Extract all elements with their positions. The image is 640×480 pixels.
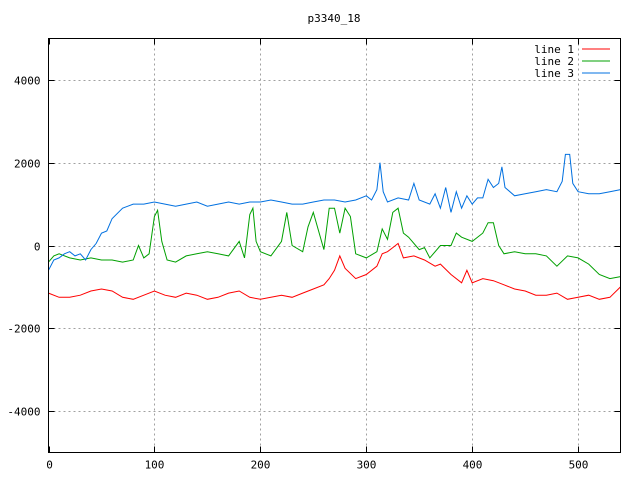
axis-ticks: 0 100 200 300 400 500 -4000 -2000 0 2000 4000 bbox=[7, 38, 621, 472]
series-line-2 bbox=[48, 206, 621, 280]
y-tick-label: 2000 bbox=[14, 158, 41, 171]
y-tick-label: -2000 bbox=[7, 323, 40, 336]
x-tick-label: 300 bbox=[357, 459, 377, 472]
series-group bbox=[48, 153, 621, 300]
x-tick-label: 0 bbox=[46, 459, 53, 472]
legend-label: line 2 bbox=[534, 55, 574, 68]
legend-label: line 3 bbox=[534, 67, 574, 80]
x-tick-label: 200 bbox=[251, 459, 271, 472]
series-line-3 bbox=[48, 153, 621, 271]
grid bbox=[48, 38, 621, 453]
x-tick-label: 400 bbox=[463, 459, 483, 472]
x-tick-label: 500 bbox=[569, 459, 589, 472]
plot-frame bbox=[48, 38, 621, 453]
chart-title: p3340_18 bbox=[308, 12, 361, 25]
legend-label: line 1 bbox=[534, 43, 574, 56]
y-tick-label: -4000 bbox=[7, 406, 40, 419]
series-line-1 bbox=[48, 242, 621, 300]
x-tick-label: 100 bbox=[145, 459, 165, 472]
y-tick-label: 0 bbox=[34, 241, 41, 254]
y-tick-label: 4000 bbox=[14, 75, 41, 88]
